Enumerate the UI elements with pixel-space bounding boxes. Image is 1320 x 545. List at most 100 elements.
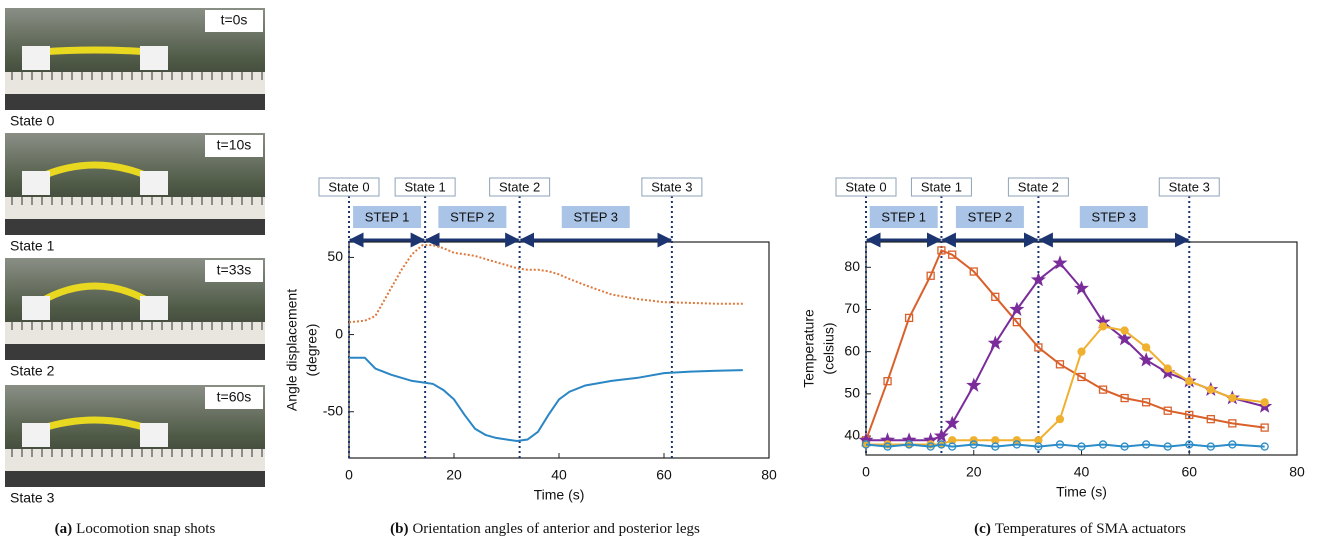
leg <box>140 171 168 195</box>
x-axis-label: Time (s) <box>534 487 585 503</box>
marker <box>1142 440 1151 449</box>
robot-body <box>38 161 152 181</box>
caption-tag: (a) <box>55 521 73 537</box>
marker <box>1163 364 1172 373</box>
marker <box>1074 280 1089 295</box>
marker <box>1142 398 1151 407</box>
state-box <box>1158 177 1220 197</box>
series-line <box>348 244 743 324</box>
x-tick-label: 20 <box>446 467 462 483</box>
y-axis-label: (degree) <box>304 324 320 377</box>
marker <box>926 442 935 451</box>
step-label: STEP 3 <box>573 209 618 224</box>
ground <box>5 344 265 360</box>
state-label: State 2 <box>10 363 55 379</box>
marker <box>991 436 1000 445</box>
y-axis-label: Angle displacement <box>284 289 300 411</box>
step-label: STEP 3 <box>1092 209 1137 224</box>
marker <box>1009 301 1025 316</box>
marker <box>969 440 978 449</box>
state-label: State 1 <box>921 179 962 194</box>
marker <box>966 377 982 392</box>
series-line <box>865 249 1265 441</box>
marker <box>1034 442 1043 451</box>
marker <box>1077 442 1086 451</box>
x-tick-label: 0 <box>345 467 353 483</box>
marker <box>861 440 871 449</box>
photo: t=10s <box>5 133 265 235</box>
time-label: t=33s <box>217 262 252 278</box>
marker <box>948 250 957 259</box>
caption-tag: (b) <box>390 521 408 537</box>
marker <box>1055 360 1065 369</box>
state-label: State 2 <box>499 179 540 194</box>
state-label: State 0 <box>845 179 886 194</box>
marker <box>1260 423 1269 432</box>
y-tick-label: 80 <box>844 258 860 274</box>
marker <box>1077 372 1086 382</box>
step-box <box>869 206 938 228</box>
marker <box>1185 410 1194 420</box>
leg <box>140 423 168 447</box>
caption-text: Temperatures of SMA actuators <box>995 521 1186 537</box>
state-label: State 1 <box>10 238 55 254</box>
marker <box>1012 440 1021 449</box>
marker <box>987 335 1003 350</box>
marker <box>1098 322 1108 331</box>
state-box <box>910 177 972 197</box>
leg <box>22 171 50 195</box>
marker <box>1206 442 1215 451</box>
series-line <box>866 325 1265 446</box>
marker <box>1098 440 1108 449</box>
ruler <box>5 322 265 344</box>
robot-body <box>38 282 152 306</box>
robot-body <box>38 416 152 433</box>
x-tick-label: 40 <box>551 467 567 483</box>
marker <box>1260 398 1269 407</box>
marker <box>1030 272 1046 287</box>
marker <box>991 292 1000 301</box>
step-box <box>955 206 1024 228</box>
marker <box>1138 352 1154 367</box>
leg <box>22 46 50 70</box>
marker <box>1142 343 1151 352</box>
marker <box>1163 406 1172 415</box>
state-label: State 3 <box>651 179 692 194</box>
marker <box>1228 393 1237 403</box>
marker <box>1163 442 1172 451</box>
state-box <box>394 177 456 197</box>
state-box <box>489 177 551 197</box>
state-box <box>1007 177 1069 197</box>
time-box <box>205 260 263 282</box>
marker <box>937 440 946 449</box>
step-box <box>353 206 422 228</box>
photo: t=0s <box>5 8 265 110</box>
marker <box>1185 377 1194 386</box>
time-box <box>205 135 263 157</box>
leg <box>140 46 168 70</box>
marker <box>937 246 946 255</box>
marker <box>883 377 892 386</box>
marker <box>904 440 914 449</box>
marker <box>1228 440 1237 449</box>
state-label: State 3 <box>1169 179 1210 194</box>
step-box <box>438 206 507 228</box>
photo: t=60s <box>5 385 265 487</box>
state-box <box>641 177 703 197</box>
marker <box>944 415 960 430</box>
marker <box>1117 331 1133 346</box>
y-tick-label: 70 <box>844 300 860 316</box>
marker <box>1185 440 1194 449</box>
caption: (a) Locomotion snap shots <box>55 521 216 537</box>
x-tick-label: 80 <box>761 467 777 483</box>
marker <box>991 442 1000 451</box>
marker <box>904 313 914 323</box>
y-axis-label: Temperature <box>801 309 817 388</box>
y-tick-label: 50 <box>844 385 860 401</box>
leg <box>140 296 168 320</box>
x-tick-label: 0 <box>862 464 870 480</box>
ground <box>5 471 265 487</box>
marker <box>1260 442 1269 451</box>
step-label: STEP 2 <box>450 209 495 224</box>
